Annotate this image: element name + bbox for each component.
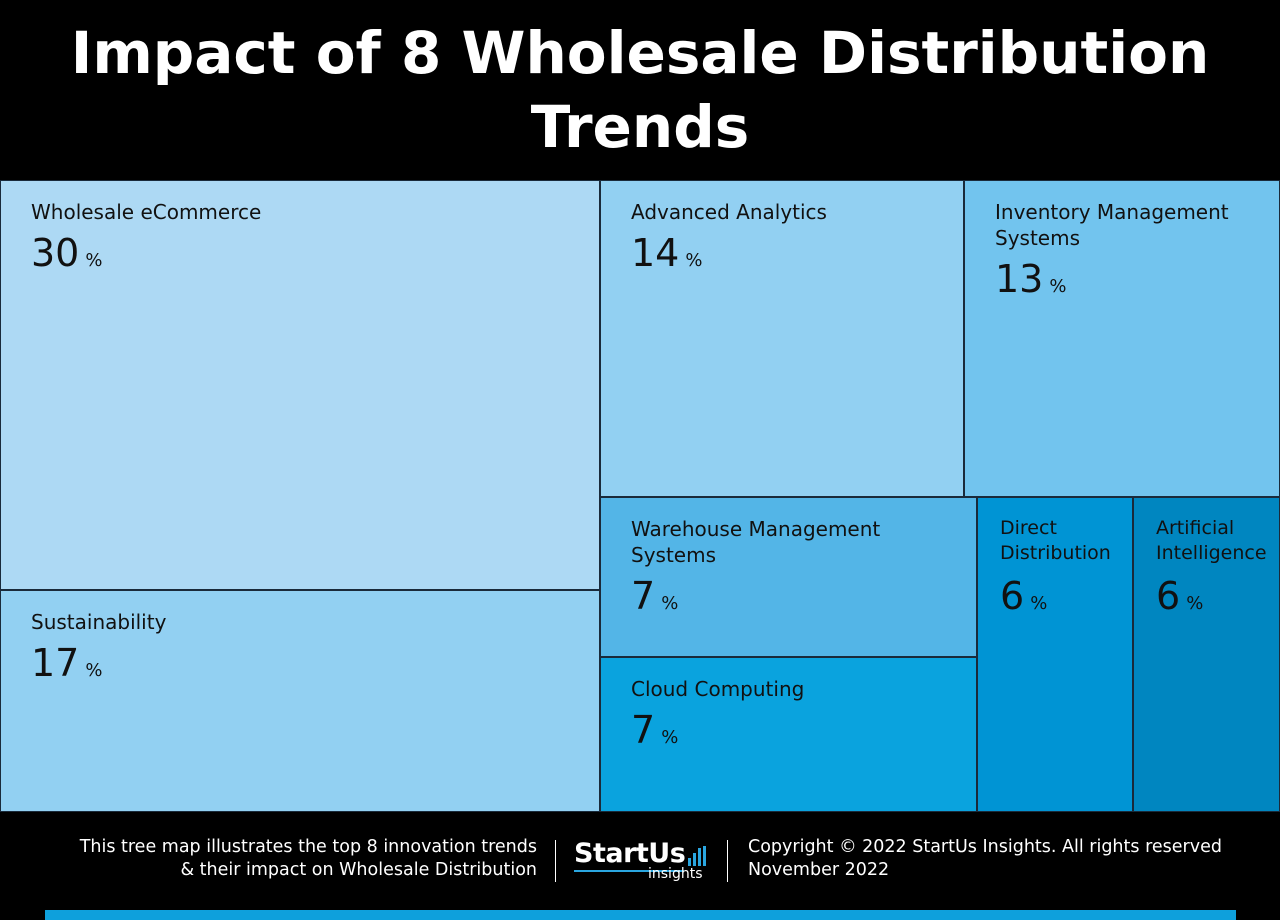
footer: This tree map illustrates the top 8 inno…	[0, 812, 1280, 920]
logo-underline	[574, 870, 684, 872]
footer-description-line2: & their impact on Wholesale Distribution	[180, 860, 537, 880]
footer-divider-right	[727, 840, 728, 882]
tile-value: 14%	[631, 233, 702, 281]
chart-title: Impact of 8 Wholesale Distribution Trend…	[70, 19, 1210, 161]
tile-label: Cloud Computing	[631, 677, 805, 701]
footer-divider-left	[555, 840, 556, 882]
tile-value-number: 6	[1000, 574, 1025, 618]
tile-value: 30%	[31, 233, 102, 281]
tile-value-unit: %	[685, 250, 703, 271]
tile-value-number: 6	[1156, 574, 1181, 618]
logo-text: StartUs	[574, 838, 686, 869]
tile-label: Inventory Management Systems	[995, 200, 1229, 250]
footer-copyright: Copyright © 2022 StartUs Insights. All r…	[748, 837, 1222, 857]
tile-value-unit: %	[85, 250, 103, 271]
tile-value-number: 30	[31, 231, 80, 275]
tile-value-unit: %	[661, 727, 679, 748]
tile-value-unit: %	[661, 593, 679, 614]
tile-value: 7%	[631, 710, 678, 758]
tile-value-number: 13	[995, 257, 1044, 301]
header: Impact of 8 Wholesale Distribution Trend…	[0, 0, 1280, 180]
tile-label: Warehouse Management Systems	[631, 517, 881, 567]
treemap-tile-direct-distribution: Direct Distribution 6%	[977, 497, 1133, 812]
tile-value: 6%	[1000, 576, 1047, 624]
tile-value: 6%	[1156, 576, 1203, 624]
tile-value-number: 17	[31, 641, 80, 685]
tile-value: 7%	[631, 576, 678, 624]
treemap-tile-inventory-management-systems: Inventory Management Systems 13%	[964, 180, 1280, 497]
treemap-tile-artificial-intelligence: Artificial Intelligence 6%	[1133, 497, 1280, 812]
treemap-tile-cloud-computing: Cloud Computing 7%	[600, 657, 977, 812]
treemap-tile-advanced-analytics: Advanced Analytics 14%	[600, 180, 964, 497]
logo-bars-icon	[688, 846, 708, 866]
bottom-accent-bar	[45, 910, 1236, 920]
treemap-tile-wholesale-ecommerce: Wholesale eCommerce 30%	[0, 180, 600, 590]
tile-value: 13%	[995, 259, 1066, 307]
tile-label: Artificial Intelligence	[1156, 517, 1267, 564]
tile-value: 17%	[31, 643, 102, 691]
tile-value-unit: %	[1049, 276, 1067, 297]
logo-subtext: insights	[648, 866, 703, 882]
tile-value-unit: %	[85, 660, 103, 681]
footer-description-line1: This tree map illustrates the top 8 inno…	[79, 837, 537, 857]
tile-label: Wholesale eCommerce	[31, 200, 262, 224]
tile-value-unit: %	[1186, 593, 1204, 614]
tile-value-unit: %	[1030, 593, 1048, 614]
footer-copyright-block: Copyright © 2022 StartUs Insights. All r…	[748, 836, 1222, 882]
startus-logo[interactable]: StartUs insights	[574, 838, 714, 884]
tile-value-number: 7	[631, 574, 656, 618]
treemap-tile-sustainability: Sustainability 17%	[0, 590, 600, 812]
tile-value-number: 7	[631, 708, 656, 752]
tile-value-number: 14	[631, 231, 680, 275]
treemap: Wholesale eCommerce 30% Sustainability 17% A…	[0, 180, 1280, 812]
tile-label: Advanced Analytics	[631, 200, 827, 224]
treemap-tile-warehouse-management-systems: Warehouse Management Systems 7%	[600, 497, 977, 657]
tile-label: Sustainability	[31, 610, 167, 634]
tile-label: Direct Distribution	[1000, 517, 1111, 564]
footer-description: This tree map illustrates the top 8 inno…	[80, 836, 537, 882]
footer-date: November 2022	[748, 860, 890, 880]
